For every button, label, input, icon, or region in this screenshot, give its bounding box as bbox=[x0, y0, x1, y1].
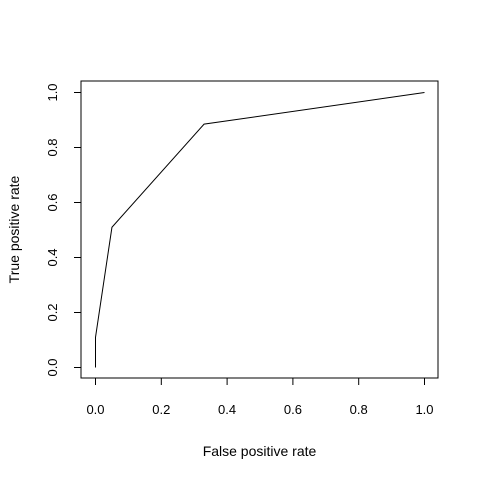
series-layer bbox=[95, 92, 425, 368]
y-axis: 0.0 0.2 0.4 0.6 0.8 1.0 bbox=[45, 83, 82, 377]
x-tick-label: 1.0 bbox=[415, 402, 433, 417]
x-tick-label: 0.0 bbox=[86, 402, 104, 417]
y-tick-label: 0.2 bbox=[45, 303, 60, 321]
x-axis-label: False positive rate bbox=[203, 443, 317, 459]
x-tick-label: 0.8 bbox=[350, 402, 368, 417]
y-tick-label: 0.8 bbox=[45, 138, 60, 156]
y-tick-label: 0.4 bbox=[45, 248, 60, 266]
x-tick-label: 0.4 bbox=[218, 402, 236, 417]
y-tick-label: 0.0 bbox=[45, 358, 60, 376]
plot-frame bbox=[80, 80, 439, 379]
x-tick-label: 0.6 bbox=[284, 402, 302, 417]
y-tick-label: 0.6 bbox=[45, 193, 60, 211]
y-axis-label: True positive rate bbox=[6, 175, 22, 283]
roc-curve-line bbox=[95, 92, 425, 368]
y-tick-label: 1.0 bbox=[45, 83, 60, 101]
x-axis: 0.0 0.2 0.4 0.6 0.8 1.0 bbox=[86, 377, 434, 417]
x-tick-label: 0.2 bbox=[152, 402, 170, 417]
